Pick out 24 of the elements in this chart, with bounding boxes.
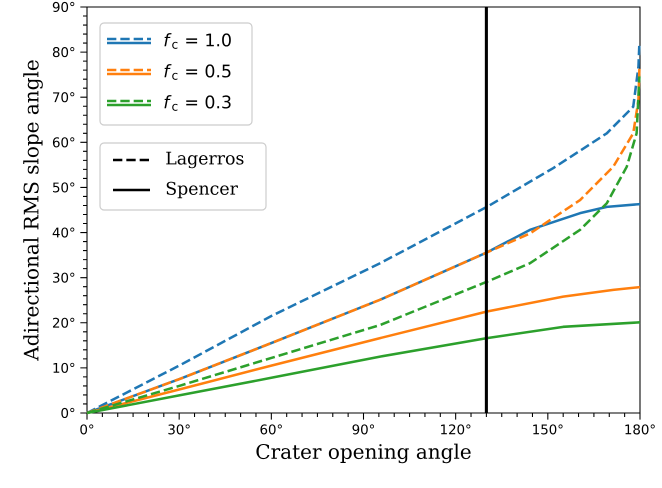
y-tick-label: 70°: [53, 92, 74, 102]
x-tick-label: 180°: [625, 424, 655, 434]
x-tick-label: 120°: [441, 424, 470, 434]
legend-label: f$_{c}$ = 1.0: [164, 33, 231, 49]
y-tick-label: 30°: [53, 272, 74, 283]
y-tick-label: 20°: [52, 318, 74, 328]
y-axis-title: Adirectional RMS slope angle: [23, 60, 43, 361]
y-tick-label: 80°: [52, 47, 74, 58]
y-tick-label: 40°: [52, 227, 74, 238]
x-tick-label: 60°: [260, 424, 282, 434]
annotation: Lagerros: [166, 152, 244, 168]
x-tick-label: 0°: [80, 424, 94, 434]
y-tick-label: 10°: [53, 362, 74, 373]
x-tick-label: 150°: [533, 424, 563, 434]
x-axis-title: Crater opening angle: [256, 444, 471, 464]
legend-label: f$_{c}$ = 0.5: [164, 64, 230, 80]
y-tick-label: 0°: [61, 408, 74, 418]
annotation: Spencer: [166, 182, 238, 198]
y-tick-label: 60°: [52, 137, 74, 148]
x-tick-label: 30°: [168, 424, 190, 434]
x-tick-label: 90°: [352, 424, 374, 434]
legend-label: f$_{c}$ = 0.3: [164, 95, 231, 111]
y-tick-label: 50°: [53, 182, 74, 192]
y-tick-label: 90°: [52, 2, 74, 12]
